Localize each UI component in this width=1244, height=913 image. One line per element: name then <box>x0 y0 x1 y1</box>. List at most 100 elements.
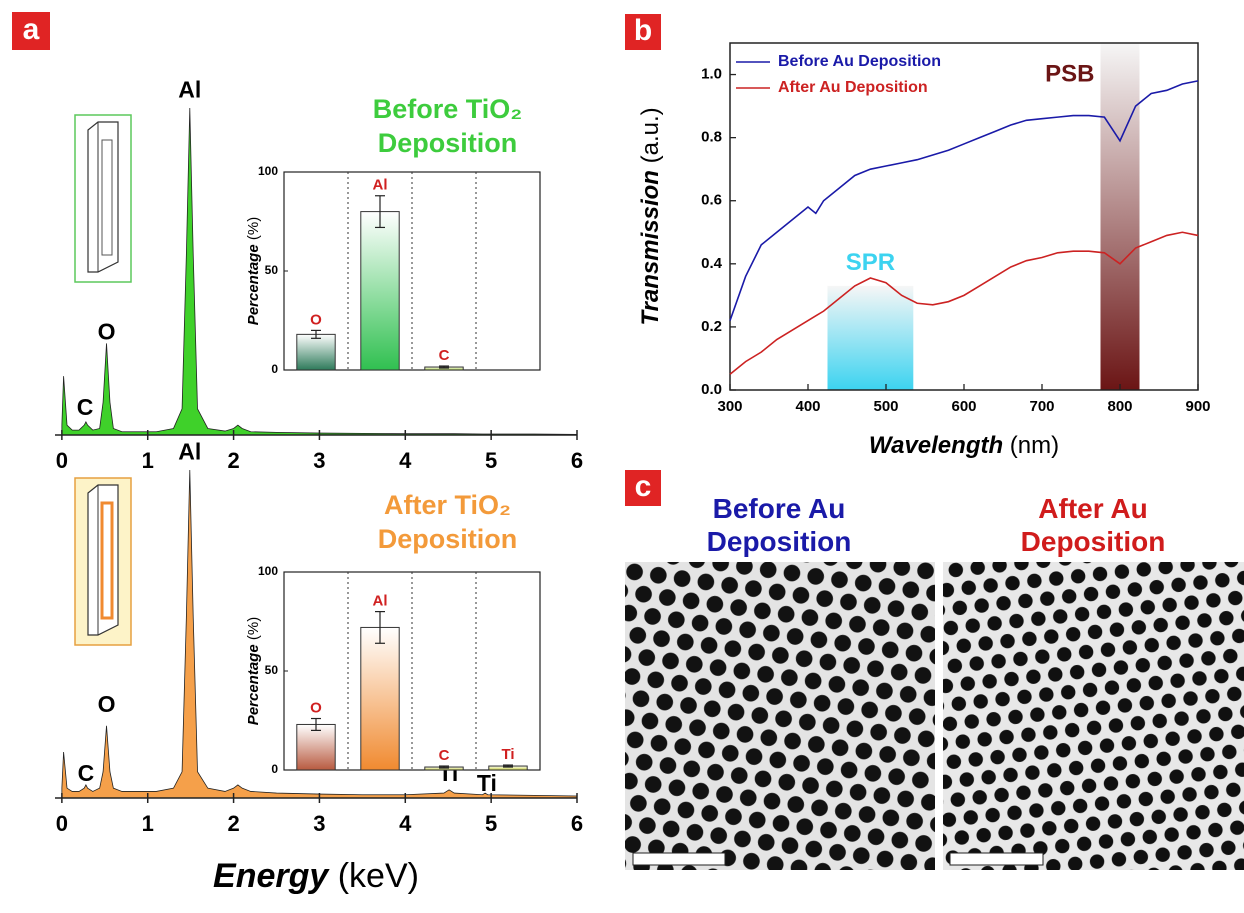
x-tick-label: 900 <box>1185 398 1210 415</box>
x-tick-label: 3 <box>313 811 325 836</box>
legend-label: After Au Deposition <box>778 79 928 96</box>
scale-bar <box>949 852 1044 866</box>
image-title: Before Au Deposition <box>706 493 852 557</box>
bar <box>296 723 336 771</box>
schematic-before <box>74 114 132 283</box>
y-tick-label: 100 <box>258 564 278 578</box>
x-tick-label: 0 <box>56 448 68 473</box>
axis-label: Wavelength (nm) <box>869 432 1059 459</box>
x-tick-label: 1 <box>142 448 154 473</box>
error-bar <box>439 765 449 769</box>
axis-label-unit: (%) <box>245 617 262 640</box>
error-bar <box>375 195 385 229</box>
band <box>1100 43 1140 390</box>
x-tick-label: 600 <box>951 398 976 415</box>
y-tick-label: 0.2 <box>701 318 722 335</box>
x-tick-label: 3 <box>313 448 325 473</box>
peak-label: Ti <box>477 770 497 796</box>
bar-label: O <box>310 699 322 716</box>
y-tick-label: 0.8 <box>701 129 722 146</box>
axis-label-name: Percentage <box>245 644 262 725</box>
error-bar <box>311 329 321 339</box>
peak-label: Al <box>178 77 201 103</box>
x-tick-label: 6 <box>571 448 583 473</box>
bar <box>360 211 400 371</box>
axis-label-name: Transmission <box>637 170 664 326</box>
x-tick-label: 300 <box>717 398 742 415</box>
bar-label: C <box>439 747 450 764</box>
x-tick-label: 2 <box>227 448 239 473</box>
peak-label: O <box>98 319 116 345</box>
panel-letter: a <box>23 13 40 46</box>
bar-label: Al <box>373 593 388 610</box>
x-tick-label: 5 <box>485 448 497 473</box>
axis-label: Percentage (%) <box>245 617 262 725</box>
sem-image <box>943 562 1244 870</box>
y-tick-label: 50 <box>265 263 279 277</box>
axis-label: Energy (keV) <box>213 857 419 895</box>
y-tick-label: 0.4 <box>701 255 723 272</box>
panel-label-a: a <box>12 12 50 50</box>
axis-label-name: Energy <box>213 857 330 895</box>
peak-label: C <box>77 394 94 420</box>
band-label: SPR <box>846 249 895 276</box>
inset-title: Before TiO₂ Deposition <box>372 94 523 158</box>
x-tick-label: 6 <box>571 811 583 836</box>
x-tick-label: 4 <box>399 811 412 836</box>
schematic-after <box>74 477 132 646</box>
y-tick-label: 0 <box>271 762 278 776</box>
error-bar <box>311 717 321 732</box>
panel-label-b: b <box>625 14 661 50</box>
error-bar <box>503 764 513 768</box>
error-bar <box>375 610 385 644</box>
series-line <box>729 80 1199 321</box>
peak-label: O <box>98 691 116 717</box>
axis-label-name: Wavelength <box>869 432 1003 459</box>
inset-title: After TiO₂ Deposition <box>377 490 518 554</box>
x-tick-label: 1 <box>142 811 154 836</box>
peak-label: Al <box>178 439 201 465</box>
spectrum <box>61 469 578 799</box>
y-tick-label: 0.0 <box>701 381 722 398</box>
x-tick-label: 700 <box>1029 398 1054 415</box>
error-bar <box>439 365 449 369</box>
band-label: PSB <box>1045 60 1094 87</box>
panel-label-c: c <box>625 470 661 506</box>
band <box>827 285 914 390</box>
y-tick-label: 1.0 <box>701 66 722 83</box>
spectrum <box>61 107 578 436</box>
x-tick-label: 800 <box>1107 398 1132 415</box>
bar-label: Ti <box>501 746 514 763</box>
axis-label-unit: (nm) <box>1010 432 1059 459</box>
axis-label: Transmission (a.u.) <box>637 107 664 325</box>
axis-label-name: Percentage <box>245 244 262 325</box>
axis-label: Percentage (%) <box>245 217 262 325</box>
sem-image <box>625 562 935 870</box>
y-tick-label: 100 <box>258 164 278 178</box>
bar <box>296 333 336 371</box>
x-tick-label: 500 <box>873 398 898 415</box>
x-tick-label: 400 <box>795 398 820 415</box>
axis-label-unit: (keV) <box>338 857 419 895</box>
bar-label: O <box>310 311 322 328</box>
bar-label: C <box>439 347 450 364</box>
x-tick-label: 0 <box>56 811 68 836</box>
scale-bar <box>632 852 726 866</box>
y-tick-label: 50 <box>265 663 279 677</box>
image-title: After Au Deposition <box>1020 493 1166 557</box>
x-tick-label: 4 <box>399 448 412 473</box>
panel-letter: b <box>634 14 652 47</box>
bar <box>360 626 400 771</box>
peak-label: C <box>78 760 95 786</box>
panel-letter: c <box>635 470 652 503</box>
legend-label: Before Au Deposition <box>778 53 941 70</box>
x-tick-label: 5 <box>485 811 497 836</box>
axis-label-unit: (%) <box>245 217 262 240</box>
series-line <box>729 231 1199 375</box>
sem-images <box>625 562 1244 870</box>
axis-label-unit: (a.u.) <box>637 107 664 163</box>
bar-label: Al <box>373 177 388 194</box>
y-tick-label: 0.6 <box>701 192 722 209</box>
